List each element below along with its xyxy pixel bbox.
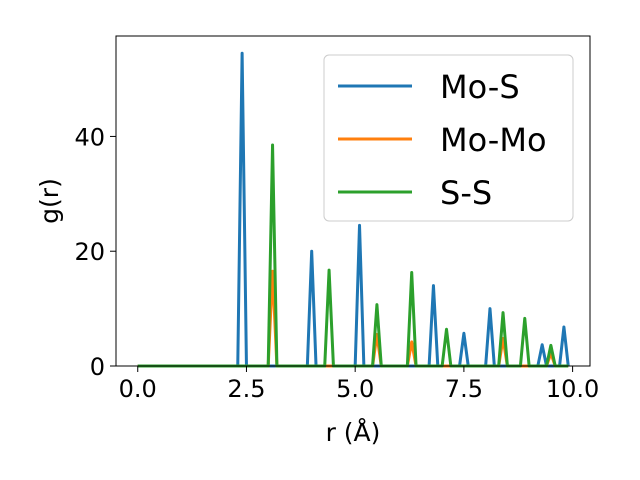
x-tick-label: 7.5 [445,375,483,403]
y-axis-ticks: 0 20 40 [74,123,116,381]
legend-label-s-s: S-S [440,174,492,212]
x-tick-label: 5.0 [336,375,374,403]
x-tick-label: 0.0 [119,375,157,403]
legend-label-mo-s: Mo-S [440,68,520,106]
y-tick-label: 0 [90,353,105,381]
x-axis-label: r (Å) [326,418,381,447]
axes-frame [115,35,591,367]
legend-box [323,54,574,222]
x-axis-ticks: 0.0 2.5 5.0 7.5 10.0 [119,366,599,403]
x-tick-label: 10.0 [546,375,599,403]
y-axis-label: g(r) [35,178,64,224]
legend-label-mo-mo: Mo-Mo [440,121,547,159]
y-tick-label: 40 [74,123,105,151]
legend: Mo-S Mo-Mo S-S [323,54,574,222]
y-tick-label: 20 [74,238,105,266]
x-tick-label: 2.5 [227,375,265,403]
